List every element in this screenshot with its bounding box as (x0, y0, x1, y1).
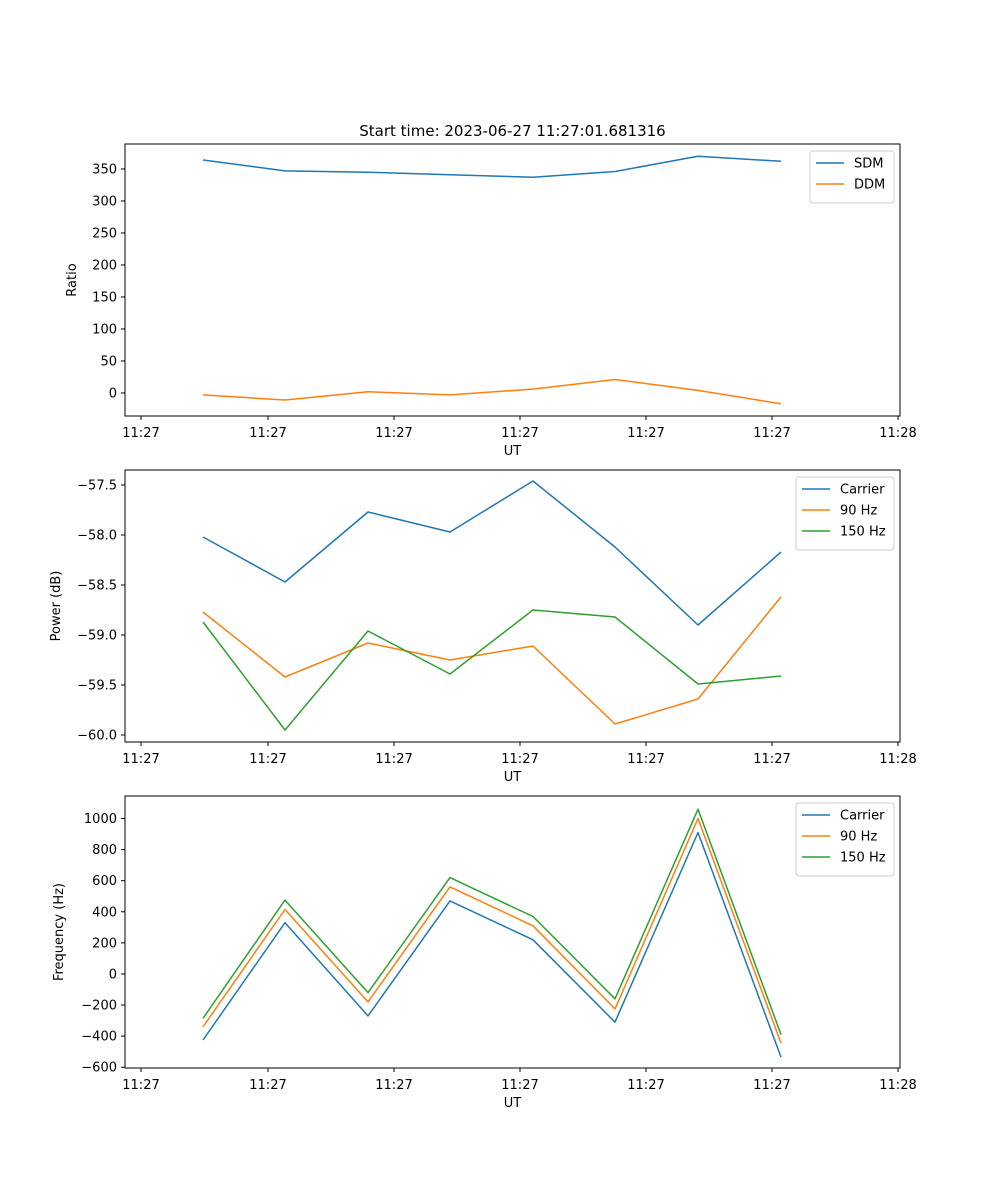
y-tick-label: 800 (92, 843, 117, 858)
x-tick-label: 11:27 (501, 1078, 538, 1093)
y-axis-label: Frequency (Hz) (52, 883, 67, 981)
x-tick-label: 11:27 (122, 752, 159, 767)
ratio-panel: 11:27 11:27 11:27 11:27 11:27 11:27 11:28 0 50 10… (65, 143, 917, 459)
x-tick-label: 11:27 (375, 1078, 412, 1093)
legend: Carrier 90 Hz 150 Hz (795, 802, 895, 877)
y-tick-label: −59.0 (77, 629, 117, 644)
y-tick-label: 1000 (84, 812, 117, 827)
y-tick-label: 150 (92, 290, 117, 305)
y-tick-label: −400 (81, 1030, 117, 1045)
y-tick-label: −600 (81, 1061, 117, 1076)
y-tick-label: 100 (92, 322, 117, 337)
y-tick-label: 200 (92, 936, 117, 951)
x-tick-label: 11:27 (753, 752, 790, 767)
y-tick-label: 50 (100, 354, 117, 369)
x-tick-label: 11:27 (122, 1078, 159, 1093)
y-tick-label: −200 (81, 999, 117, 1014)
x-axis-label: UT (504, 444, 522, 459)
series-line-ddm (202, 378, 782, 405)
series-line-sdm (202, 155, 782, 179)
y-tick-label: −58.5 (77, 579, 117, 594)
y-tick-label: 400 (92, 905, 117, 920)
x-tick-label: 11:27 (753, 426, 790, 441)
x-tick-label: 11:27 (249, 752, 286, 767)
y-tick-label: 200 (92, 258, 117, 273)
legend-entry: DDM (854, 178, 885, 193)
frequency-panel: 11:27 11:27 11:27 11:27 11:27 11:27 11:28 −600 −… (52, 795, 917, 1111)
y-tick-label: −57.5 (77, 479, 117, 494)
series-line-90-hz (202, 596, 782, 725)
x-tick-label: 11:28 (879, 426, 916, 441)
x-tick-label: 11:27 (627, 1078, 664, 1093)
y-tick-label: 250 (92, 226, 117, 241)
power-panel: 11:27 11:27 11:27 11:27 11:27 11:27 11:28 −60.0… (49, 469, 917, 785)
axes-frame (124, 143, 901, 417)
legend-entry: 150 Hz (840, 525, 886, 540)
y-tick-label: 300 (92, 194, 117, 209)
y-tick-label: −60.0 (77, 729, 117, 744)
legend-entry: 90 Hz (840, 830, 877, 845)
y-axis-label: Ratio (65, 263, 80, 296)
y-tick-label: 600 (92, 874, 117, 889)
figure-title: Start time: 2023-06-27 11:27:01.681316 (359, 122, 665, 140)
series-line-carrier (202, 831, 782, 1058)
y-tick-label: 0 (109, 386, 117, 401)
y-tick-label: −59.5 (77, 679, 117, 694)
y-axis-label: Power (dB) (49, 571, 64, 642)
series-line-90-hz (202, 817, 782, 1044)
x-tick-label: 11:28 (879, 752, 916, 767)
x-tick-label: 11:27 (375, 426, 412, 441)
y-tick-label: −58.0 (77, 529, 117, 544)
legend-entry: Carrier (840, 809, 885, 824)
y-tick-label: 350 (92, 162, 117, 177)
legend-entry: SDM (854, 157, 883, 172)
x-axis-label: UT (504, 770, 522, 785)
x-tick-label: 11:27 (501, 752, 538, 767)
series-line-150-hz (202, 609, 782, 731)
legend-entry: 90 Hz (840, 504, 877, 519)
x-tick-label: 11:27 (627, 752, 664, 767)
legend: SDM DDM (809, 150, 895, 204)
x-tick-label: 11:27 (249, 1078, 286, 1093)
x-tick-label: 11:27 (627, 426, 664, 441)
x-tick-label: 11:27 (249, 426, 286, 441)
x-tick-label: 11:27 (501, 426, 538, 441)
x-tick-label: 11:27 (375, 752, 412, 767)
x-axis-label: UT (504, 1096, 522, 1111)
y-tick-label: 0 (109, 967, 117, 982)
legend-entry: 150 Hz (840, 851, 886, 866)
legend-box (809, 150, 895, 204)
x-tick-label: 11:27 (122, 426, 159, 441)
legend: Carrier 90 Hz 150 Hz (795, 476, 895, 551)
axes-frame (124, 469, 901, 743)
series-line-150-hz (202, 808, 782, 1035)
x-tick-label: 11:28 (879, 1078, 916, 1093)
series-line-carrier (202, 480, 782, 626)
axes-frame (124, 795, 901, 1069)
legend-entry: Carrier (840, 483, 885, 498)
x-tick-label: 11:27 (753, 1078, 790, 1093)
